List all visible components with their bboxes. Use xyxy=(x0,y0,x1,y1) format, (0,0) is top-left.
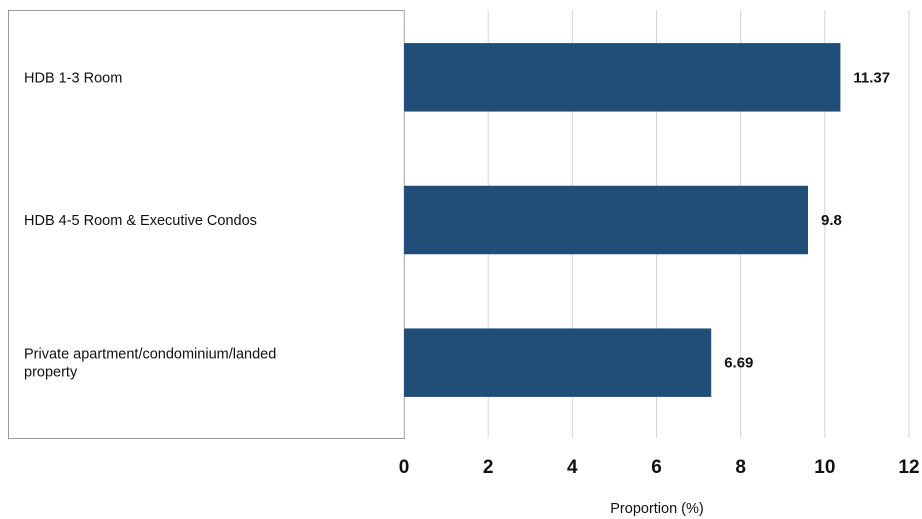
x-tick-labels: 0 2 4 6 8 10 12 xyxy=(399,457,920,478)
bar xyxy=(404,43,841,112)
bar xyxy=(404,328,712,397)
category-label-panel xyxy=(8,10,405,439)
data-label: 9.8 xyxy=(821,212,842,229)
bar xyxy=(404,185,808,255)
x-tick-label: 12 xyxy=(898,457,919,478)
category-labels: HDB 1-3 Room HDB 4-5 Room & Executive Con… xyxy=(24,70,276,380)
data-labels: 11.37 9.8 6.69 xyxy=(724,69,890,371)
x-tick-label: 6 xyxy=(651,457,662,478)
category-label: HDB 1-3 Room xyxy=(24,70,122,86)
x-tick-label: 8 xyxy=(735,457,746,478)
x-tick-label: 0 xyxy=(399,457,410,478)
bars xyxy=(404,43,841,397)
x-tick-label: 10 xyxy=(814,457,835,478)
category-label: HDB 4-5 Room & Executive Condos xyxy=(24,213,257,229)
x-tick-label: 2 xyxy=(483,457,494,478)
category-label: Private apartment/condominium/landed prop… xyxy=(24,347,276,381)
data-label: 11.37 xyxy=(853,69,890,86)
data-label: 6.69 xyxy=(724,355,753,372)
x-axis-title: Proportion (%) xyxy=(610,501,703,517)
x-tick-label: 4 xyxy=(567,457,578,478)
